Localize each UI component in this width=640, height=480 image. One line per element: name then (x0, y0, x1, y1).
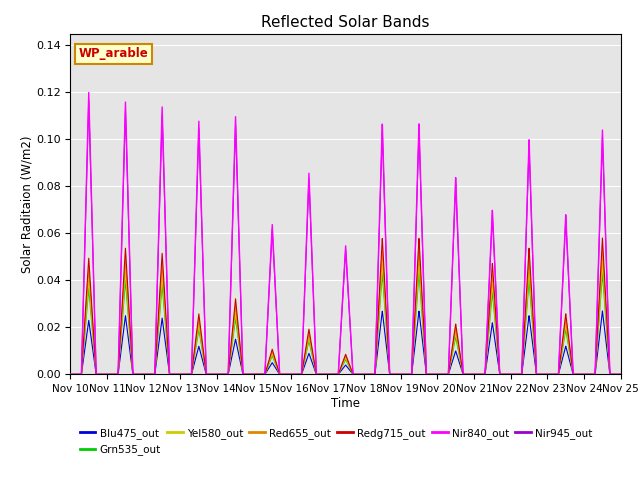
Legend: Blu475_out, Grn535_out, Yel580_out, Red655_out, Redg715_out, Nir840_out, Nir945_: Blu475_out, Grn535_out, Yel580_out, Red6… (76, 424, 596, 459)
Text: WP_arable: WP_arable (79, 47, 148, 60)
X-axis label: Time: Time (331, 397, 360, 410)
Y-axis label: Solar Raditaion (W/m2): Solar Raditaion (W/m2) (20, 135, 33, 273)
Title: Reflected Solar Bands: Reflected Solar Bands (261, 15, 430, 30)
